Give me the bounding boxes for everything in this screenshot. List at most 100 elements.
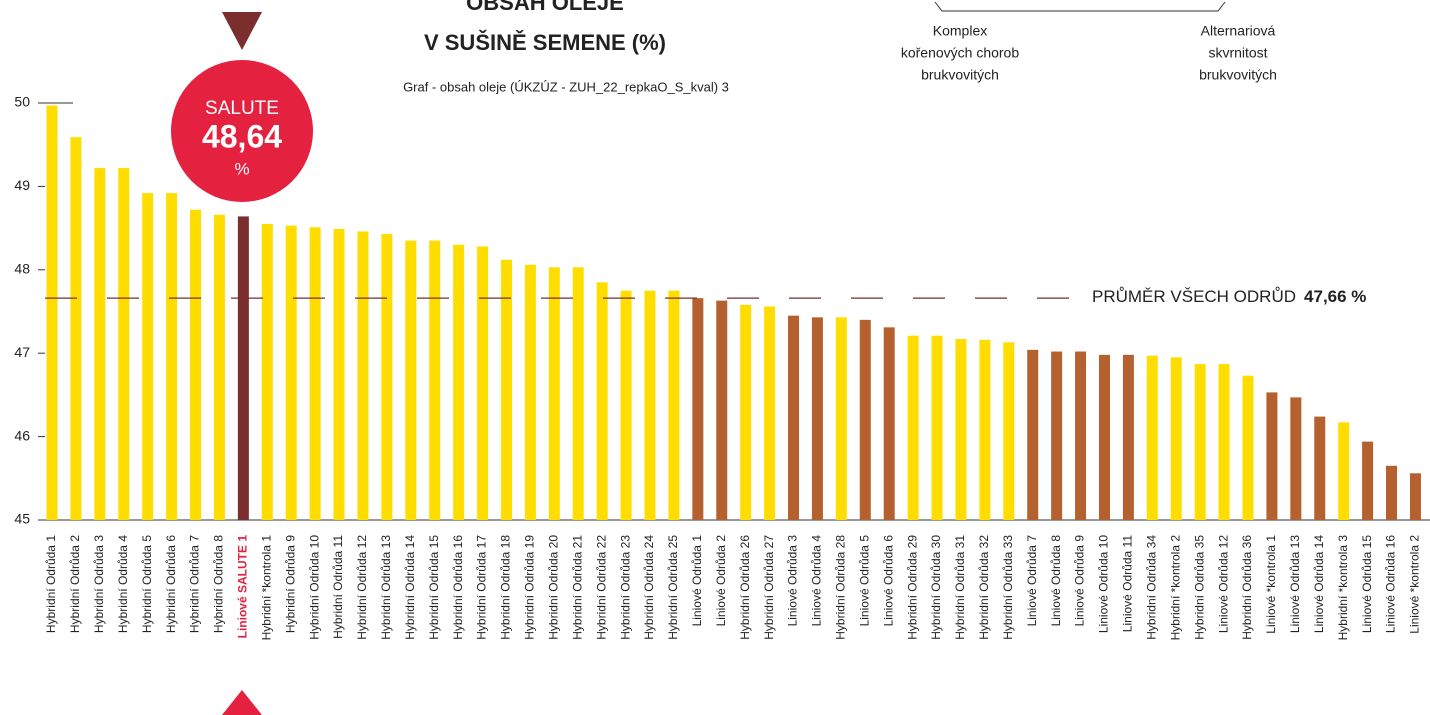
bar: [788, 315, 800, 520]
callout-title: SALUTE: [205, 98, 279, 119]
marker-top: [222, 12, 262, 50]
bar: [1362, 441, 1374, 520]
bar: [979, 339, 991, 520]
bar: [1027, 349, 1039, 520]
x-tick-label: Hybridní Odrůda 11: [331, 535, 345, 639]
x-tick-label: Hybridní Odrůda 17: [475, 535, 489, 640]
x-tick-label: Hybridní Odrůda 13: [379, 535, 393, 640]
x-tick-label: Liniové Odrůda 15: [1360, 535, 1374, 633]
note-text: Komplex: [933, 23, 987, 39]
x-tick-label: Hybridní Odrůda 7: [188, 535, 202, 633]
bar: [381, 233, 393, 521]
x-tick-label: Hybridní Odrůda 8: [212, 535, 226, 633]
bar: [333, 228, 345, 520]
x-tick-label: Liniové Odrůda 9: [1073, 535, 1087, 627]
bar: [572, 267, 584, 520]
x-tick-label: Hybridní Odrůda 14: [403, 535, 417, 640]
y-tick-label: 47: [14, 344, 30, 360]
note-frame: [934, 1, 1226, 12]
bar: [1242, 375, 1254, 520]
y-tick-label: 50: [14, 94, 30, 110]
marker-bottom: [222, 690, 262, 715]
x-tick-label: Hybridní Odrůda 15: [427, 535, 441, 640]
bar: [1075, 351, 1087, 520]
y-tick-label: 46: [14, 427, 30, 443]
bar: [620, 290, 632, 520]
bar: [309, 227, 321, 521]
bar: [1146, 355, 1158, 520]
x-tick-label: Hybridní Odrůda 19: [523, 535, 537, 640]
x-tick-label: Liniové Odrůda 16: [1384, 535, 1398, 633]
bar: [500, 259, 512, 520]
bar: [46, 105, 58, 520]
bar: [596, 282, 608, 520]
x-tick-label: Hybridní Odrůda 3: [92, 535, 106, 633]
chart-title: OBSAH OLEJE: [466, 0, 624, 15]
bar: [261, 223, 273, 520]
bar: [955, 339, 967, 520]
x-tick-label: Hybridní Odrůda 27: [762, 535, 776, 640]
bar: [1098, 354, 1110, 520]
bar: [190, 209, 202, 520]
bar: [453, 244, 465, 520]
x-tick-label: Hybridní Odrůda 36: [1240, 535, 1254, 640]
x-tick-label: Hybridní Odrůda 34: [1144, 535, 1158, 640]
reference-label-text: PRŮMĚR VŠECH ODRŮD: [1092, 288, 1296, 307]
x-tick-label: Hybridní Odrůda 20: [546, 535, 560, 640]
x-tick-label: Liniové Odrůda 14: [1312, 535, 1326, 633]
x-tick-label: Hybridní Odrůda 5: [140, 535, 154, 633]
bar: [1051, 351, 1063, 520]
bar: [213, 214, 225, 521]
x-tick-label: Liniové Odrůda 13: [1288, 535, 1302, 633]
bar: [644, 290, 656, 520]
callout-unit: %: [234, 159, 249, 178]
y-tick-label: 49: [14, 177, 30, 193]
note-text: brukvovitých: [1199, 67, 1277, 83]
bar: [1170, 357, 1182, 520]
x-tick-label: Hybridní Odrůda 18: [499, 535, 513, 640]
x-tick-label: Liniové Odrůda 7: [1025, 535, 1039, 627]
bar: [811, 317, 823, 520]
bar: [883, 327, 895, 520]
x-tick-label: Hybridní Odrůda 22: [594, 535, 608, 640]
bar: [142, 193, 154, 520]
x-tick-label: Liniové Odrůda 5: [857, 535, 871, 627]
bar: [740, 304, 752, 520]
bar: [1266, 392, 1278, 520]
x-tick-label: Hybridní *kontrola 3: [1336, 535, 1350, 641]
bar: [357, 231, 369, 520]
x-tick-label: Hybridní Odrůda 25: [666, 535, 680, 640]
x-tick-label: Hybridní Odrůda 4: [116, 535, 130, 633]
bar: [1003, 342, 1015, 520]
x-tick-label: Liniové *kontrola 1: [1264, 535, 1278, 634]
x-tick-label: Hybridní Odrůda 6: [164, 535, 178, 633]
bar: [118, 168, 130, 520]
bar: [405, 240, 417, 521]
bar: [166, 193, 178, 520]
x-tick-label: Hybridní Odrůda 12: [355, 535, 369, 640]
x-tick-label: Hybridní Odrůda 24: [642, 535, 656, 640]
x-tick-label: Hybridní Odrůda 9: [283, 535, 297, 633]
x-tick-label: Hybridní Odrůda 35: [1192, 535, 1206, 640]
x-tick-label: Liniové Odrůda 3: [786, 535, 800, 627]
y-tick-label: 48: [14, 261, 30, 277]
x-tick-label: Liniové Odrůda 1: [690, 535, 704, 627]
bar: [94, 168, 106, 520]
bar: [907, 335, 919, 520]
x-tick-label: Hybridní Odrůda 23: [618, 535, 632, 640]
chart-subtitle: Graf - obsah oleje (ÚKZÚZ - ZUH_22_repka…: [403, 79, 729, 94]
x-tick-label: Hybridní Odrůda 30: [929, 535, 943, 640]
bar: [668, 290, 680, 520]
bar: [285, 225, 297, 520]
x-tick-label: Hybridní Odrůda 16: [451, 535, 465, 640]
bar: [692, 298, 704, 520]
note-text: Alternariová: [1201, 23, 1276, 39]
bar: [524, 264, 536, 520]
bar: [931, 335, 943, 520]
bar: [1338, 422, 1350, 520]
x-tick-label: Hybridní Odrůda 29: [905, 535, 919, 640]
callout-circle: [171, 60, 313, 202]
reference-value: 47,66 %: [1304, 288, 1366, 307]
note-text: kořenových chorob: [901, 45, 1020, 61]
chart-title: V SUŠINĚ SEMENE (%): [424, 30, 666, 55]
